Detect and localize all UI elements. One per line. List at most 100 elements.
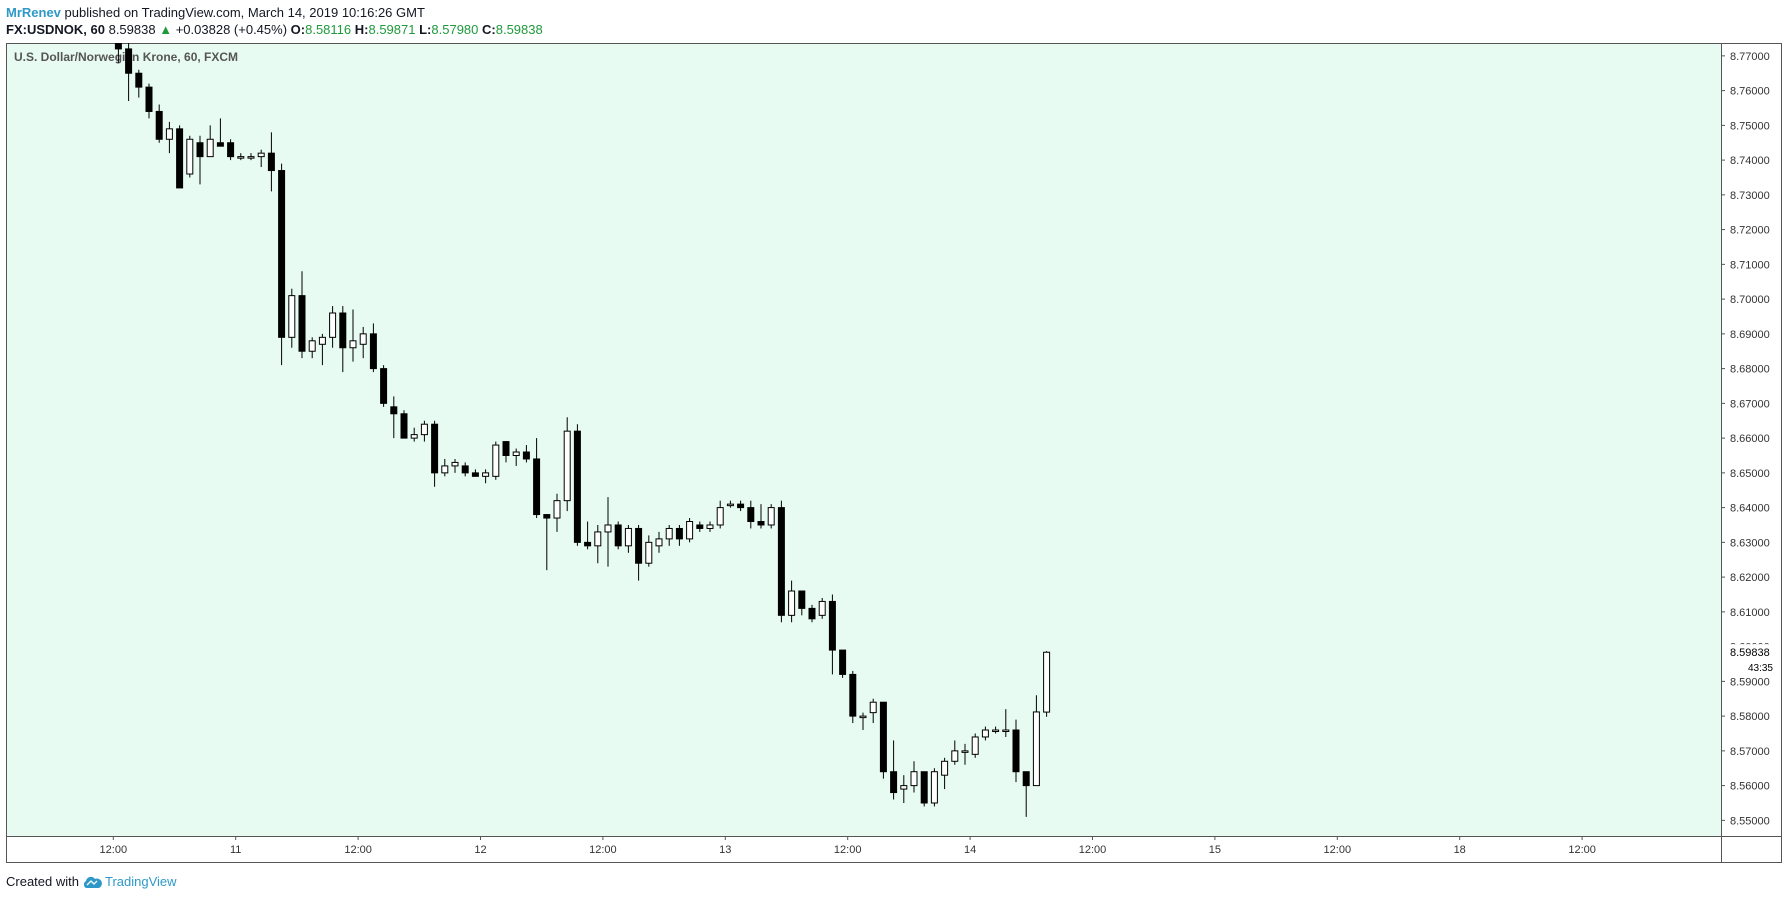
- candle[interactable]: [267, 132, 275, 192]
- candle[interactable]: [298, 271, 306, 359]
- candle-body-down: [227, 142, 235, 158]
- candle[interactable]: [767, 504, 775, 529]
- candle[interactable]: [237, 153, 245, 161]
- author-link[interactable]: MrRenev: [6, 5, 61, 20]
- candle[interactable]: [930, 768, 938, 807]
- candle[interactable]: [818, 597, 826, 619]
- candle[interactable]: [788, 580, 796, 623]
- candle[interactable]: [512, 448, 520, 466]
- candle[interactable]: [318, 333, 326, 366]
- candle[interactable]: [502, 441, 510, 463]
- candle[interactable]: [563, 417, 571, 512]
- tradingview-link[interactable]: TradingView: [81, 874, 177, 889]
- candle[interactable]: [869, 698, 877, 724]
- candle[interactable]: [145, 83, 153, 119]
- candle[interactable]: [675, 524, 683, 546]
- candle[interactable]: [553, 493, 561, 532]
- candle[interactable]: [696, 521, 704, 532]
- candle[interactable]: [522, 445, 530, 463]
- candle[interactable]: [359, 326, 367, 359]
- candle[interactable]: [288, 288, 296, 348]
- candle[interactable]: [849, 670, 857, 724]
- price-axis[interactable]: 8.77000 8.76000 8.75000 8.74000 8.73000 8.720…: [1721, 51, 1770, 828]
- candle[interactable]: [828, 594, 836, 675]
- candle[interactable]: [1022, 771, 1030, 817]
- candle[interactable]: [482, 469, 490, 484]
- candlestick-chart[interactable]: U.S. Dollar/Norwegian Krone, 60, FXCM 8.…: [6, 35, 1782, 863]
- candle[interactable]: [961, 743, 969, 765]
- candle[interactable]: [992, 726, 1000, 734]
- candle[interactable]: [798, 590, 806, 616]
- candle[interactable]: [390, 396, 398, 439]
- candle[interactable]: [941, 757, 949, 790]
- candle[interactable]: [1002, 709, 1010, 737]
- candle[interactable]: [777, 500, 785, 623]
- candle[interactable]: [981, 726, 989, 741]
- candle[interactable]: [420, 420, 428, 442]
- candle[interactable]: [859, 712, 867, 731]
- candle[interactable]: [808, 604, 816, 623]
- candle[interactable]: [278, 163, 286, 366]
- candle[interactable]: [665, 524, 673, 546]
- candle[interactable]: [492, 441, 500, 480]
- time-axis[interactable]: 12:00 11 12:00 12 12:00 13 12:00 14 12:00 15 12:00…: [100, 836, 1596, 856]
- candle[interactable]: [339, 306, 347, 373]
- candle[interactable]: [1043, 651, 1051, 717]
- candle[interactable]: [747, 500, 755, 529]
- candle[interactable]: [757, 504, 765, 529]
- candle[interactable]: [227, 139, 235, 161]
- candle[interactable]: [839, 649, 847, 678]
- chart-frame[interactable]: U.S. Dollar/Norwegian Krone, 60, FXCM 8.…: [6, 35, 1782, 863]
- candle[interactable]: [910, 761, 918, 793]
- candle[interactable]: [686, 518, 694, 543]
- candle[interactable]: [410, 427, 418, 442]
- candle[interactable]: [400, 410, 408, 439]
- candle[interactable]: [594, 524, 602, 564]
- candle[interactable]: [155, 104, 163, 143]
- candle[interactable]: [380, 365, 388, 407]
- candle[interactable]: [879, 701, 887, 779]
- candle[interactable]: [461, 462, 469, 477]
- candle[interactable]: [1032, 695, 1040, 787]
- candle[interactable]: [165, 121, 173, 154]
- candle[interactable]: [308, 337, 316, 359]
- candle[interactable]: [451, 458, 459, 473]
- candle[interactable]: [604, 497, 612, 567]
- candle[interactable]: [533, 438, 541, 519]
- candle[interactable]: [186, 135, 194, 178]
- candle[interactable]: [645, 535, 653, 567]
- candle-body-down: [339, 312, 347, 349]
- candle[interactable]: [1012, 719, 1020, 783]
- candle[interactable]: [196, 135, 204, 185]
- candle[interactable]: [329, 306, 337, 348]
- candle[interactable]: [216, 118, 224, 147]
- candle[interactable]: [543, 514, 551, 571]
- candle[interactable]: [920, 771, 928, 807]
- candle[interactable]: [349, 309, 357, 362]
- candle[interactable]: [573, 424, 581, 546]
- candle[interactable]: [655, 531, 663, 553]
- candle[interactable]: [726, 500, 734, 508]
- plot-background[interactable]: [6, 43, 1721, 836]
- candle[interactable]: [716, 500, 724, 529]
- candle[interactable]: [900, 775, 908, 803]
- candle[interactable]: [206, 125, 214, 158]
- candle[interactable]: [247, 153, 255, 161]
- candle[interactable]: [369, 323, 377, 373]
- candle[interactable]: [951, 740, 959, 765]
- candle[interactable]: [890, 740, 898, 800]
- candle[interactable]: [441, 458, 449, 477]
- candle[interactable]: [624, 524, 632, 553]
- candle[interactable]: [635, 524, 643, 581]
- candle[interactable]: [971, 733, 979, 758]
- candle[interactable]: [706, 521, 714, 532]
- candle[interactable]: [431, 420, 439, 487]
- candle[interactable]: [257, 149, 265, 168]
- candle[interactable]: [584, 521, 592, 550]
- candle[interactable]: [614, 521, 622, 550]
- candle[interactable]: [135, 69, 143, 98]
- candle[interactable]: [125, 41, 133, 102]
- candle[interactable]: [471, 469, 479, 477]
- candle[interactable]: [737, 500, 745, 512]
- candle[interactable]: [176, 125, 184, 189]
